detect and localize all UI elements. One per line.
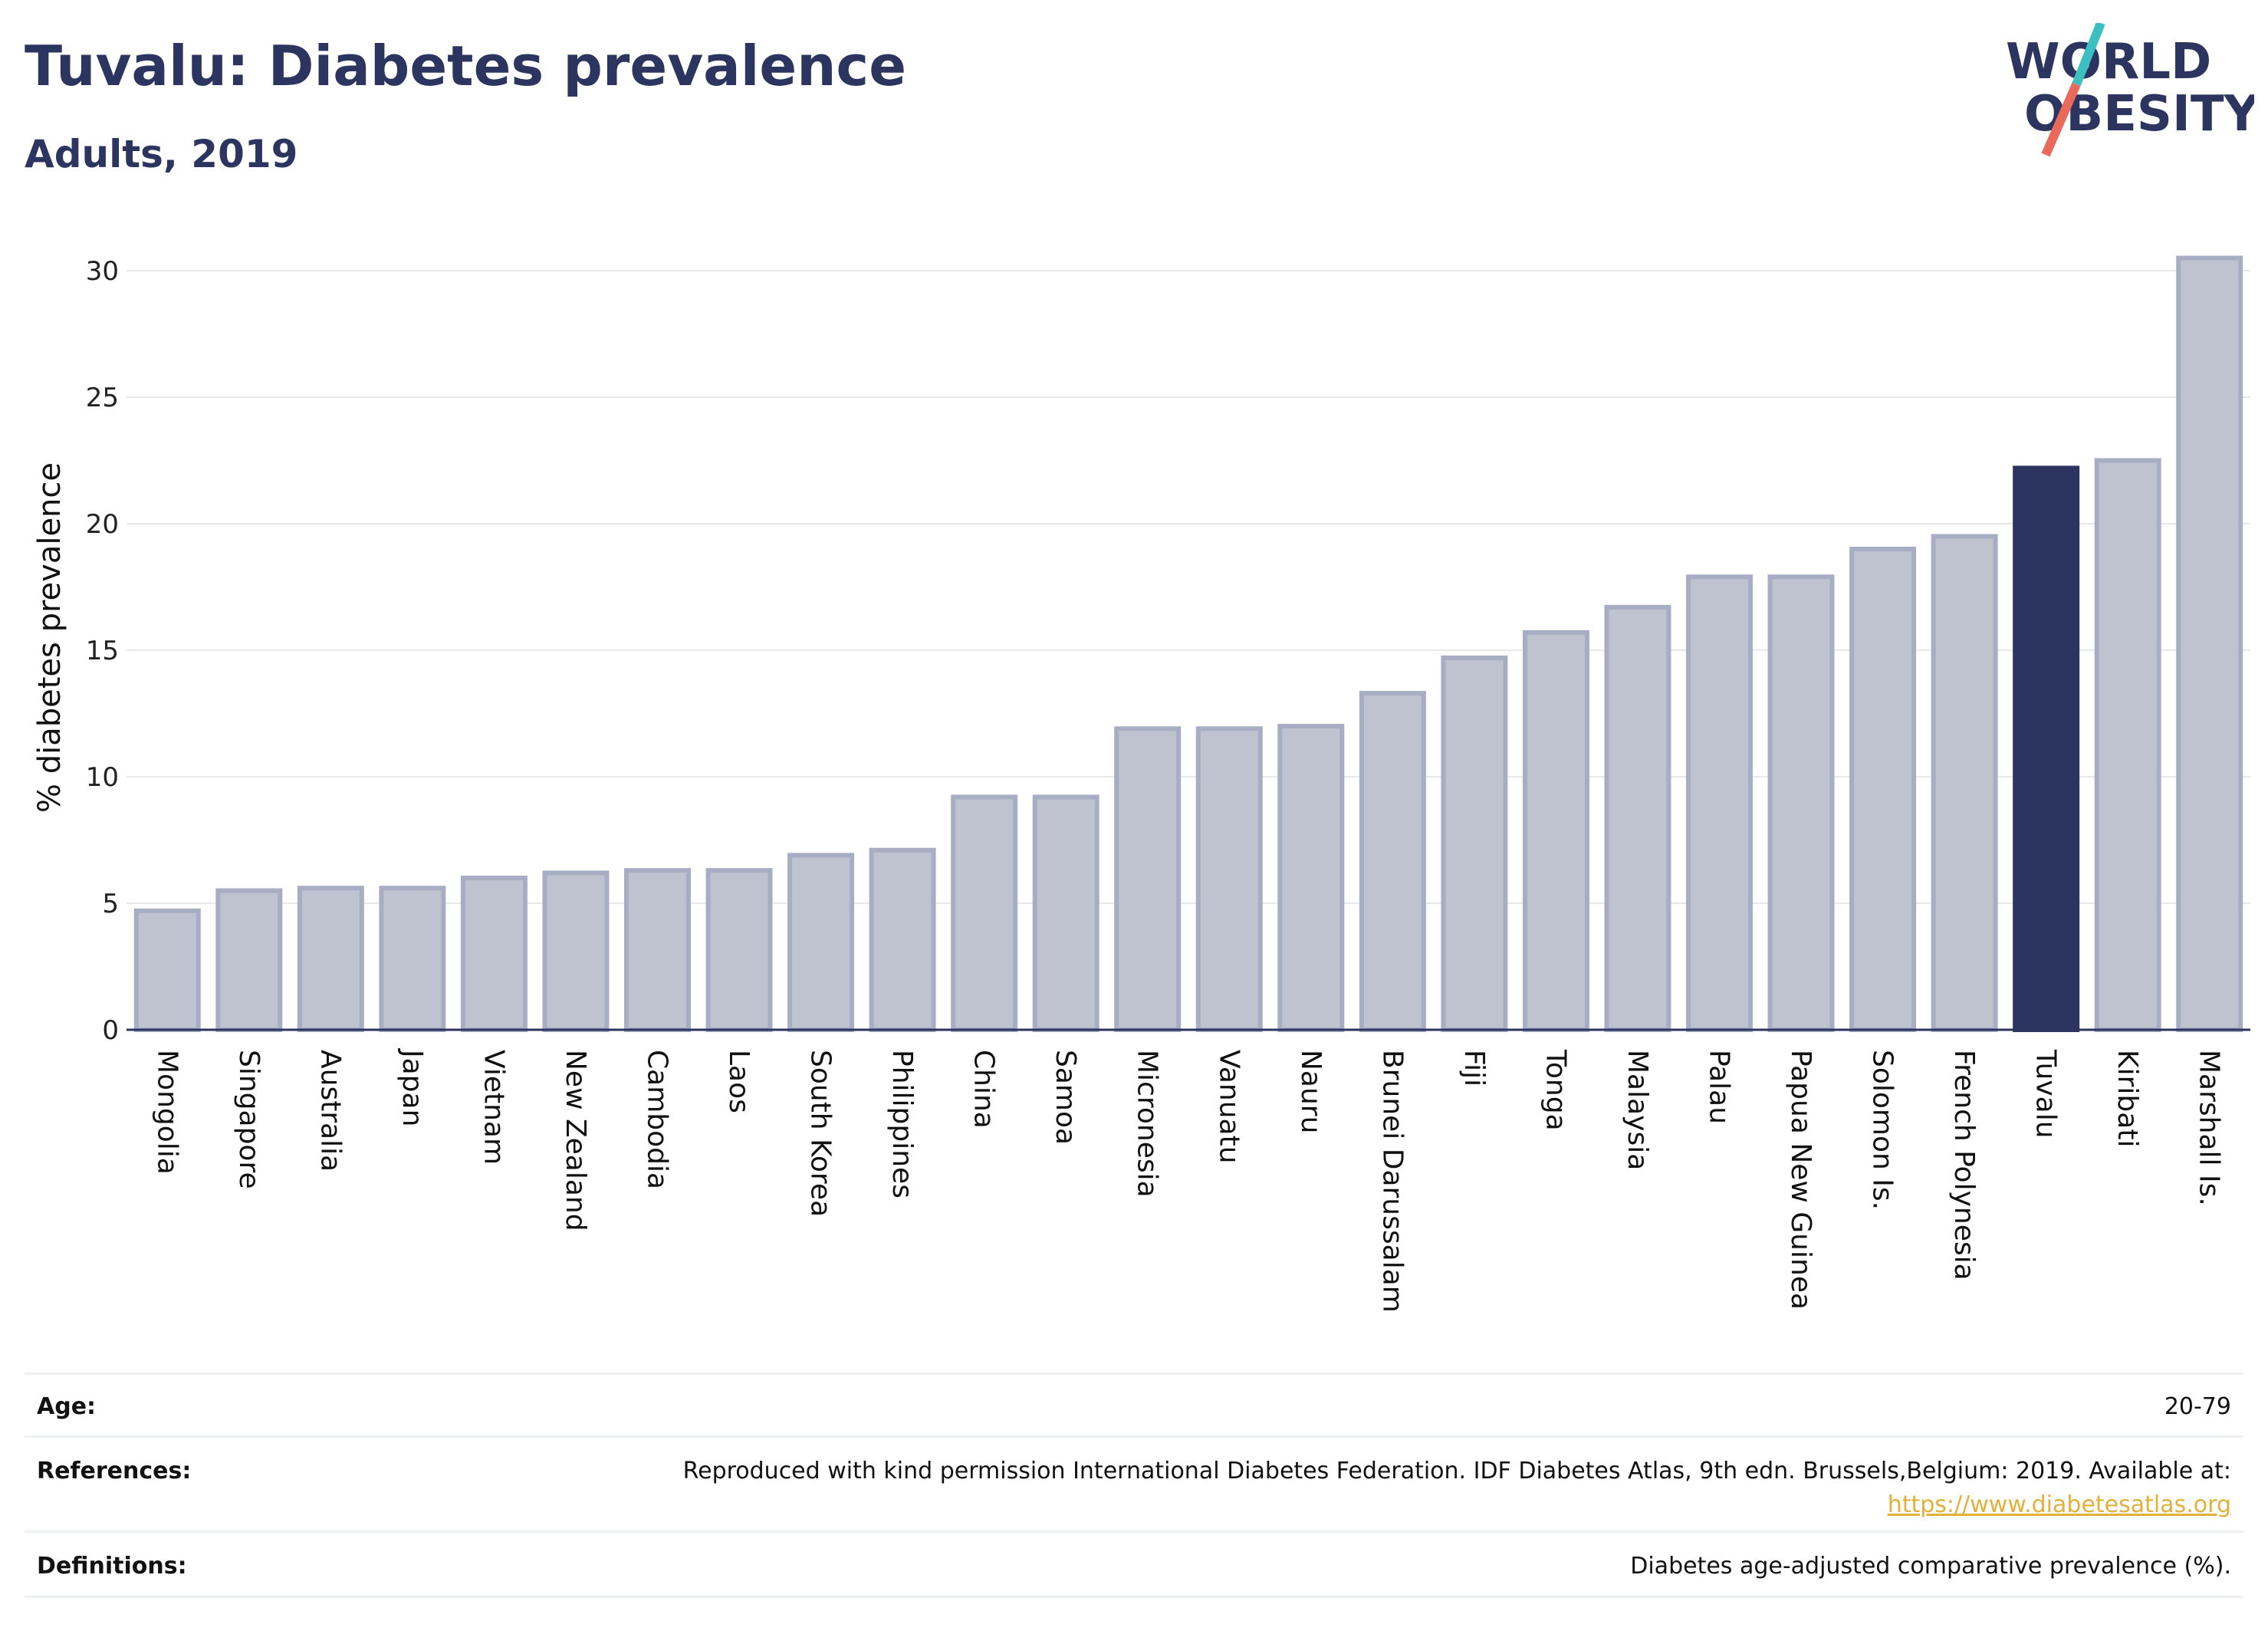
logo-slash-bottom (2041, 82, 2081, 157)
meta-definitions-label: Definitions: (37, 1553, 187, 1580)
meta-age-label: Age: (37, 1393, 97, 1420)
y-tick-label: 20 (86, 509, 119, 540)
bar (2176, 255, 2243, 1032)
x-tick-label: Vietnam (478, 1050, 509, 1165)
x-tick-label: Papua New Guinea (1785, 1050, 1816, 1310)
meta-definitions-row: Definitions: Diabetes age-adjusted compa… (25, 1530, 2243, 1598)
x-tick-label: Solomon Is. (1867, 1050, 1898, 1210)
page-title: Tuvalu: Diabetes prevalence (25, 34, 907, 98)
bar (215, 888, 283, 1032)
bar (1686, 574, 1753, 1032)
meta-references-label: References: (37, 1458, 192, 1484)
meta-references-text: Reproduced with kind permission Internat… (682, 1458, 2231, 1484)
bar (1032, 794, 1099, 1033)
bar (460, 876, 528, 1032)
x-tick-label: Cambodia (642, 1050, 673, 1189)
logo-slash-top (2072, 23, 2105, 87)
bar (787, 853, 855, 1033)
x-tick-label: Japan (396, 1048, 428, 1126)
meta-age-row: Age: 20-79 (25, 1373, 2243, 1438)
x-tick-label: Philippines (886, 1050, 918, 1198)
bar (379, 886, 446, 1032)
x-tick-label: Mongolia (151, 1050, 182, 1175)
bar (624, 868, 691, 1032)
x-tick-label: Vanuatu (1213, 1050, 1244, 1164)
logo-line1: WORLD (2006, 34, 2211, 90)
bar (869, 847, 936, 1032)
y-tick-label: 30 (86, 256, 119, 287)
bar (1931, 534, 1998, 1032)
x-tick-label: Laos (723, 1050, 754, 1113)
x-tick-label: Malaysia (1622, 1050, 1653, 1170)
bar (1767, 574, 1835, 1032)
y-tick-label: 25 (86, 383, 119, 413)
y-tick-label: 5 (102, 889, 119, 919)
bar (1277, 724, 1345, 1032)
meta-references-link[interactable]: https://www.diabetesatlas.org (1887, 1491, 2231, 1518)
meta-references-row: References: Reproduced with kind permiss… (25, 1435, 2243, 1533)
bar (1359, 691, 1426, 1032)
x-tick-label: Tuvalu (2030, 1049, 2062, 1139)
x-tick-label: French Polynesia (1948, 1050, 1980, 1281)
bar (542, 870, 610, 1033)
x-tick-label: Singapore (233, 1050, 265, 1189)
x-tick-label: Australia (314, 1050, 346, 1172)
bar (1441, 655, 1508, 1033)
world-obesity-logo: WORLD OBESITY (2006, 23, 2254, 157)
x-tick-label: Nauru (1295, 1050, 1326, 1133)
bar (1849, 547, 1917, 1032)
page-subtitle: Adults, 2019 (25, 132, 298, 176)
x-tick-label: China (968, 1050, 1000, 1129)
bar (1604, 604, 1671, 1032)
x-tick-label: New Zealand (560, 1050, 591, 1231)
bar (705, 868, 773, 1032)
bar (2094, 458, 2161, 1032)
x-tick-label: Fiji (1458, 1050, 1490, 1087)
meta-definitions-value: Diabetes age-adjusted comparative preval… (1630, 1553, 2231, 1580)
bar (133, 908, 201, 1033)
x-tick-label: Micronesia (1132, 1050, 1163, 1198)
bar (2013, 465, 2080, 1032)
bar (1195, 726, 1263, 1032)
bar (1522, 630, 1589, 1032)
x-tick-label: Tonga (1540, 1049, 1571, 1131)
x-tick-label: Brunei Darussalam (1376, 1050, 1408, 1313)
bar (297, 886, 364, 1032)
x-tick-label: South Korea (805, 1050, 837, 1217)
x-tick-label: Marshall Is. (2194, 1050, 2225, 1206)
x-tick-label: Kiribati (2112, 1050, 2143, 1147)
bar (951, 794, 1018, 1033)
y-axis-label: % diabetes prevalence (32, 462, 67, 813)
bar (1114, 726, 1182, 1032)
bar-chart: 0 5 10 15 20 25 30 % diabetes prevalence Mongoli… (32, 255, 2250, 1313)
y-tick-label: 15 (86, 636, 119, 666)
x-tick-label: Palau (1704, 1050, 1735, 1124)
y-tick-label: 0 (102, 1015, 119, 1046)
x-tick-label: Samoa (1050, 1050, 1081, 1145)
meta-age-value: 20-79 (2164, 1393, 2231, 1420)
y-tick-label: 10 (86, 762, 119, 793)
